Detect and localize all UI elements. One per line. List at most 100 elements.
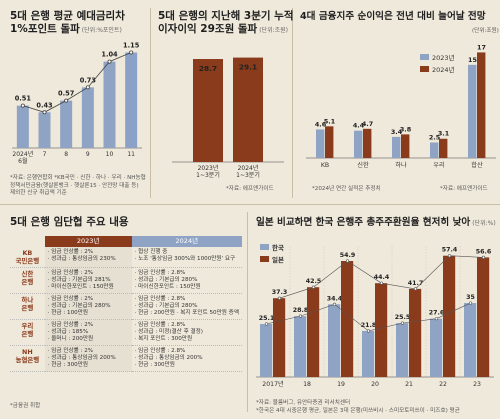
p5-tick-label: 18	[303, 381, 311, 388]
p4-head-2024: 2024년	[131, 236, 242, 247]
p5-tick-label: 19	[337, 381, 345, 388]
p3-tick-label: 우리	[433, 161, 444, 169]
p4-cell-line: · 임금 인상률 : 2%	[47, 348, 94, 354]
p5-point	[413, 287, 418, 291]
p3-bar	[354, 130, 363, 158]
p4-cell-y2024: · 임금 인상률 : 2.8% · 성과급 : 통상임금의 200% · 현금 : …	[131, 345, 242, 372]
p3-tick-label: 하나	[395, 161, 407, 169]
p1-point	[107, 59, 112, 64]
p4-cell-line: · 성과급 : 185%	[47, 329, 89, 335]
p4-cell-y2023: · 임금 인상률 : 2% · 성과급 : 통상임금의 200% · 현금 : 30…	[44, 345, 132, 372]
p5-data-label: 54.9	[340, 252, 356, 259]
p2-data-label: 28.7	[199, 64, 217, 73]
p4-cell-line: · 협상 진행 중	[134, 249, 168, 255]
p5-tick-label: 23	[473, 381, 481, 388]
p4-cell-line: · 현금 : 100만원	[47, 310, 88, 316]
p3-data-label: 4.7	[362, 120, 373, 128]
p4-cell-y2024: · 임금 인상률 : 2.8% · 성과급 : 기본급의 280% · 마이신한포인…	[131, 267, 242, 294]
p4-cell-y2023: · 임금 인상률 : 2% · 성과급 : 기본급의 281% · 마이신한포인트 …	[44, 267, 132, 294]
p4-table-row: NH 농협은행 · 임금 인상률 : 2% · 성과급 : 통상임금의 200% · 현…	[10, 345, 242, 372]
p4-cell-line: · 현금 : 300만원	[134, 362, 175, 368]
p3-bar	[477, 52, 486, 158]
p5-point	[298, 314, 303, 318]
p5-bar	[294, 316, 307, 377]
p4-bank-name-line: 우리	[21, 322, 34, 330]
p3-bar	[439, 138, 448, 158]
p2-bar	[193, 59, 223, 162]
p4-cell-line: · 현금 : 300만원	[47, 362, 88, 368]
p2-tick-label: 2024년	[238, 164, 259, 172]
p4-table-row: 하나 은행 · 임금 인상률 : 2% · 성과급 : 기본급의 280% · 현금 :…	[10, 293, 242, 320]
p4-cell-line: · 임금 인상률 : 2.8%	[134, 270, 186, 276]
p4-cell-y2024: · 임금 인상률 : 2.8% · 성과급 : 미정(결산 후 결정) · 복지 포…	[131, 319, 242, 346]
p4-cell-line: · 임금 인상률 : 2%	[47, 296, 94, 302]
p4-cell-y2023: · 임금 인상률 : 2% · 성과급 : 185% · 올머니 : 200만원	[44, 319, 132, 346]
p5-tick-label: 2017년	[262, 380, 284, 388]
p1-tick-label: 7	[43, 151, 47, 158]
p3-bar	[363, 128, 372, 158]
p3-bar	[325, 126, 334, 158]
p1-tick-label: 6월	[18, 157, 27, 165]
p4-cell-line: · 임금 인상률 : 2%	[47, 322, 94, 328]
p5-data-label: 25.5	[395, 314, 411, 321]
p4-cell-line: · 성과급 : 기본급의 280%	[134, 303, 198, 309]
p5-data-label: 42.5	[306, 278, 322, 285]
p3-bar	[468, 64, 477, 158]
p4-bank-name: KB 국민은행	[10, 247, 45, 268]
p4-bank-name-line: 은행	[21, 278, 34, 286]
p1-data-label: 0.73	[80, 76, 97, 84]
p5-point	[468, 301, 473, 305]
p2-tick-label: 1~3분기	[236, 171, 260, 179]
p4-bank-name: 신한 은행	[10, 267, 45, 294]
p5-bar	[362, 330, 375, 377]
p1-tick-label: 2024년	[12, 150, 33, 158]
divider-h	[0, 204, 500, 205]
p5-bar	[477, 257, 490, 377]
p1-data-label: 1.04	[101, 51, 118, 59]
p4-bank-name-line: 농협은행	[15, 356, 40, 364]
p1-bar	[81, 87, 94, 148]
p4-cell-line: · 성과급 : 통상임금의 200%	[134, 355, 203, 361]
p3-legend-swatch-b	[420, 66, 429, 72]
p4-cell-line: · 성과급 : 기본급의 281%	[47, 277, 111, 283]
p3-tick-label: KB	[321, 162, 329, 169]
p4-table-row: KB 국민은행 · 임금 인상률 : 2% · 성과급 : 통상임금의 230% · 협…	[10, 247, 242, 268]
p3-data-label: 5.1	[324, 117, 335, 125]
p4-table-row: 우리 은행 · 임금 인상률 : 2% · 성과급 : 185% · 올머니 : 200…	[10, 319, 242, 346]
p4-cell-y2024: · 임금 인상률 : 2.8% · 성과급 : 기본급의 280% · 현금 : 2…	[131, 293, 242, 320]
p1-bar	[38, 112, 51, 148]
divider-v-3	[247, 212, 248, 412]
p5-point	[332, 302, 337, 306]
p3-bar	[392, 136, 401, 158]
p1-point	[20, 103, 25, 108]
p1-point	[129, 50, 134, 55]
p3-tick-label: 신한	[357, 161, 369, 169]
p1-tick-label: 9	[86, 151, 90, 158]
p5-data-label: 28.8	[293, 307, 309, 314]
p5-chart: 25.1 37.3 2017년 28.8 42.5 18 34.4 54.9 19 21.8 44.…	[256, 246, 494, 388]
p5-point	[400, 321, 405, 325]
p4-cell-y2023: · 임금 인상률 : 2% · 성과급 : 통상임금의 230%	[44, 247, 132, 268]
p4-title: 5대 은행 임단협 주요 내용	[10, 216, 129, 228]
p4-bank-name-line: 은행	[21, 304, 34, 312]
p5-legend: 한국 일본	[260, 242, 284, 266]
p4-cell-line: · 현금 : 200만원 · 복지 포인트 50만원 증액	[134, 310, 239, 316]
p4-cell-line: · 마이신한포인트 : 150만원	[134, 284, 201, 290]
p4-cell-line: · 노조 '통상임금 300%와 1000만원' 요구	[134, 256, 236, 262]
p4-cell-y2023: · 임금 인상률 : 2% · 성과급 : 기본급의 280% · 현금 : 100…	[44, 293, 132, 320]
p1-title: 5대 은행 평균 예대금리차 1%포인트 돌파 (단위:%포인트)	[10, 10, 125, 35]
p5-point	[379, 281, 384, 285]
p5-data-label: 41.7	[408, 280, 424, 287]
p3-unit: (단위:조원)	[472, 28, 499, 34]
p1-data-label: 0.57	[58, 90, 75, 98]
p5-title: 일본 비교하면 한국 은행주 총주주환원율 현저히 낮아 (단위:%)	[256, 217, 496, 228]
p1-data-label: 1.15	[123, 41, 140, 49]
p3-data-label: 15	[468, 56, 477, 64]
p5-bar	[443, 255, 456, 377]
p1-trend-line	[22, 52, 132, 113]
p3-data-label: 4.4	[353, 122, 365, 130]
p2-bar	[233, 57, 263, 162]
p1-data-label: 0.51	[15, 95, 32, 103]
